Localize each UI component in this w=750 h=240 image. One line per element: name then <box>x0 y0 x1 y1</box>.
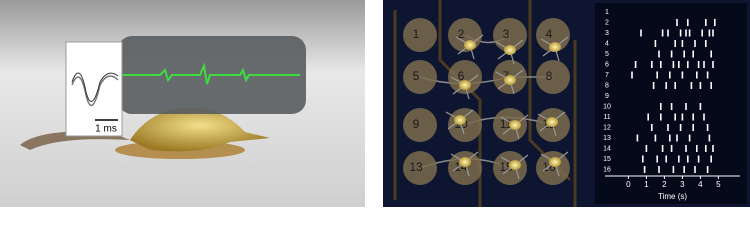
neuron-soma <box>454 115 466 125</box>
row-label: 15 <box>603 156 611 163</box>
neuron-soma <box>509 120 521 130</box>
neuron-soma <box>459 80 471 90</box>
x-tick-label: 2 <box>662 180 667 189</box>
electrode-label: 11 <box>500 117 513 131</box>
x-tick-label: 1 <box>644 180 649 189</box>
electrode-label: 3 <box>503 27 510 41</box>
row-label: 2 <box>605 19 609 26</box>
row-label: 5 <box>605 51 609 58</box>
x-tick-label: 4 <box>698 180 703 189</box>
electrode <box>403 60 437 94</box>
electrode <box>403 151 437 185</box>
electrode <box>448 151 482 185</box>
neuron-soma <box>459 157 471 167</box>
trace <box>122 62 300 85</box>
neuron-soma <box>509 160 521 170</box>
row-label: 16 <box>603 166 611 173</box>
inset <box>65 41 123 137</box>
electrode <box>536 151 570 185</box>
row-label: 10 <box>603 103 611 110</box>
x-tick-label: 0 <box>626 180 631 189</box>
electrode-label: 1 <box>413 27 420 41</box>
row-label: 1 <box>605 9 609 16</box>
electrode <box>403 108 437 142</box>
row-label: 11 <box>603 114 610 121</box>
electrode-label: 4 <box>546 27 553 41</box>
electrode-label: 8 <box>546 69 553 83</box>
x-tick-label: 3 <box>680 180 685 189</box>
neuron-soma <box>549 42 561 52</box>
neuron-soma <box>546 117 558 127</box>
electrode <box>403 18 437 52</box>
row-label: 8 <box>605 82 609 89</box>
scale-label: 1 ms <box>95 124 117 135</box>
waveform <box>71 72 119 102</box>
row-label: 12 <box>603 124 611 131</box>
neuron-soma <box>464 40 476 50</box>
neuron-soma <box>504 45 516 55</box>
electrode <box>536 60 570 94</box>
electrode-label: 6 <box>458 69 465 83</box>
page: {"left_panel": {"scale_label": "1 ms"}, … <box>0 0 750 207</box>
electrode-label: 9 <box>413 117 420 131</box>
electrode <box>536 18 570 52</box>
x-tick-label: 5 <box>716 180 721 189</box>
row-label: 13 <box>603 135 611 142</box>
row-label: 3 <box>605 30 609 37</box>
neuron-soma <box>549 157 561 167</box>
electrode <box>448 60 482 94</box>
neuron-body <box>130 107 270 152</box>
row-label: 4 <box>605 40 609 47</box>
x-axis-label: Time (s) <box>658 192 687 201</box>
row-label: 7 <box>605 72 609 79</box>
waveform <box>71 75 119 107</box>
electrode-label: 5 <box>413 69 420 83</box>
electrode-label: 13 <box>409 160 423 174</box>
electrode-label: 2 <box>458 27 465 41</box>
row-label: 14 <box>603 145 611 152</box>
row-label: 9 <box>605 93 609 100</box>
row-label: 6 <box>605 61 609 68</box>
neuron-soma <box>504 75 516 85</box>
